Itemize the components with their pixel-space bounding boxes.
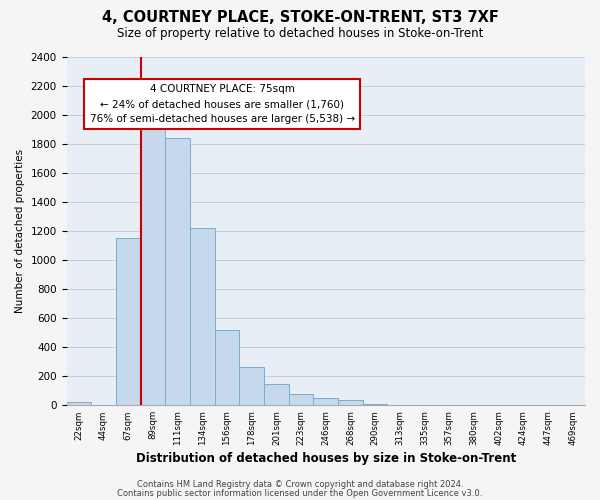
Text: Contains HM Land Registry data © Crown copyright and database right 2024.: Contains HM Land Registry data © Crown c…: [137, 480, 463, 489]
Bar: [388, 404, 412, 406]
Bar: [67, 402, 91, 406]
Bar: [116, 238, 140, 406]
Bar: [140, 120, 165, 406]
Bar: [190, 228, 215, 406]
Bar: [363, 404, 388, 406]
Text: Contains public sector information licensed under the Open Government Licence v3: Contains public sector information licen…: [118, 488, 482, 498]
Bar: [313, 398, 338, 406]
Text: Size of property relative to detached houses in Stoke-on-Trent: Size of property relative to detached ho…: [117, 28, 483, 40]
Y-axis label: Number of detached properties: Number of detached properties: [15, 149, 25, 313]
Bar: [289, 394, 313, 406]
Bar: [165, 138, 190, 406]
Bar: [338, 400, 363, 406]
Text: 4 COURTNEY PLACE: 75sqm
← 24% of detached houses are smaller (1,760)
76% of semi: 4 COURTNEY PLACE: 75sqm ← 24% of detache…: [89, 84, 355, 124]
Text: 4, COURTNEY PLACE, STOKE-ON-TRENT, ST3 7XF: 4, COURTNEY PLACE, STOKE-ON-TRENT, ST3 7…: [101, 10, 499, 25]
Bar: [239, 367, 264, 406]
X-axis label: Distribution of detached houses by size in Stoke-on-Trent: Distribution of detached houses by size …: [136, 452, 516, 465]
Bar: [264, 384, 289, 406]
Bar: [215, 330, 239, 406]
